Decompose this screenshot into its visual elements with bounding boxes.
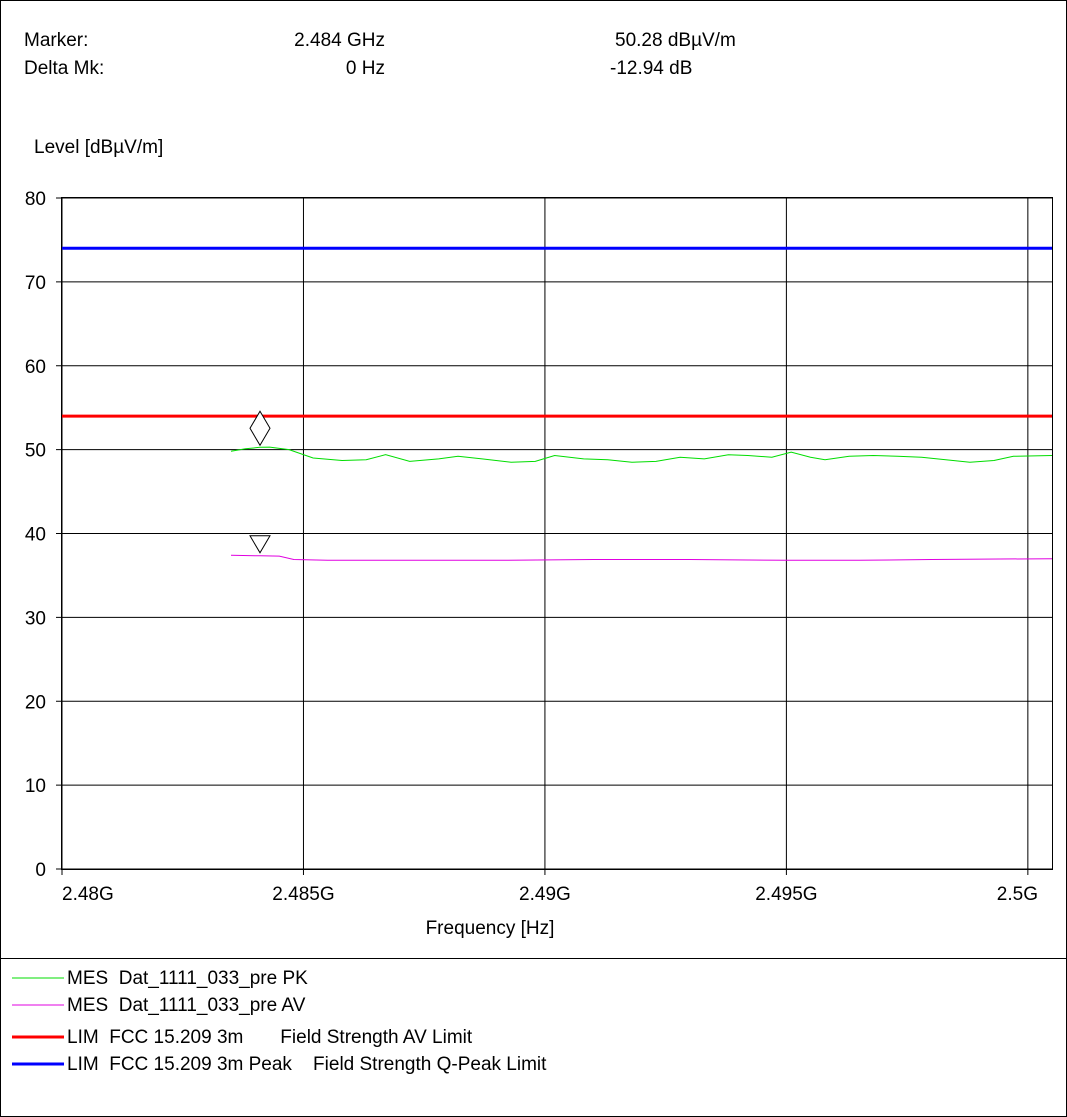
legend-label-2: LIM FCC 15.209 3m Field Strength AV Limi… (67, 1027, 473, 1048)
series-line-0 (230, 446, 1053, 463)
y-tick-label: 40 (25, 525, 46, 546)
delta-marker-label: Delta Mk: (24, 58, 104, 79)
plot-markers (249, 410, 271, 554)
legend-label-0: MES Dat_1111_033_pre PK (67, 968, 308, 989)
x-tick-label: 2.485G (272, 884, 334, 905)
marker-triangle (249, 535, 271, 554)
y-tick-label: 30 (25, 608, 46, 629)
x-axis-ticks: 2.48G 2.485G 2.49G 2.495G 2.5G (61, 869, 1038, 905)
series-line-1 (230, 554, 1053, 561)
plot-grid (61, 197, 1052, 870)
plot-series (62, 246, 1053, 561)
x-tick-label: 2.48G (62, 884, 114, 905)
legend-label-1: MES Dat_1111_033_pre AV (67, 995, 306, 1016)
y-tick-label: 80 (25, 189, 46, 210)
marker-diamond (249, 410, 271, 447)
y-tick-label: 20 (25, 692, 46, 713)
delta-marker-frequency: 0 Hz (346, 58, 385, 79)
y-axis-ticks: 0 10 20 30 40 50 60 70 80 (25, 189, 62, 881)
marker-label: Marker: (24, 30, 88, 51)
marker-level: 50.28 dBµV/m (615, 30, 736, 51)
x-tick-label: 2.495G (755, 884, 817, 905)
plot-area-border (61, 197, 1053, 870)
x-tick-label: 2.49G (519, 884, 571, 905)
x-axis-title: Frequency [Hz] (426, 918, 555, 939)
y-axis-title: Level [dBµV/m] (34, 137, 163, 158)
legend-label-3: LIM FCC 15.209 3m Peak Field Strength Q-… (67, 1054, 547, 1075)
y-tick-label: 60 (25, 357, 46, 378)
delta-marker-level: -12.94 dB (610, 58, 692, 79)
y-tick-label: 50 (25, 441, 46, 462)
marker-frequency: 2.484 GHz (294, 30, 385, 51)
y-tick-label: 70 (25, 273, 46, 294)
legend: MES Dat_1111_033_pre PK MES Dat_1111_033_… (12, 968, 547, 1075)
y-tick-label: 0 (35, 860, 46, 881)
y-tick-label: 10 (25, 776, 46, 797)
x-tick-label: 2.5G (997, 884, 1038, 905)
